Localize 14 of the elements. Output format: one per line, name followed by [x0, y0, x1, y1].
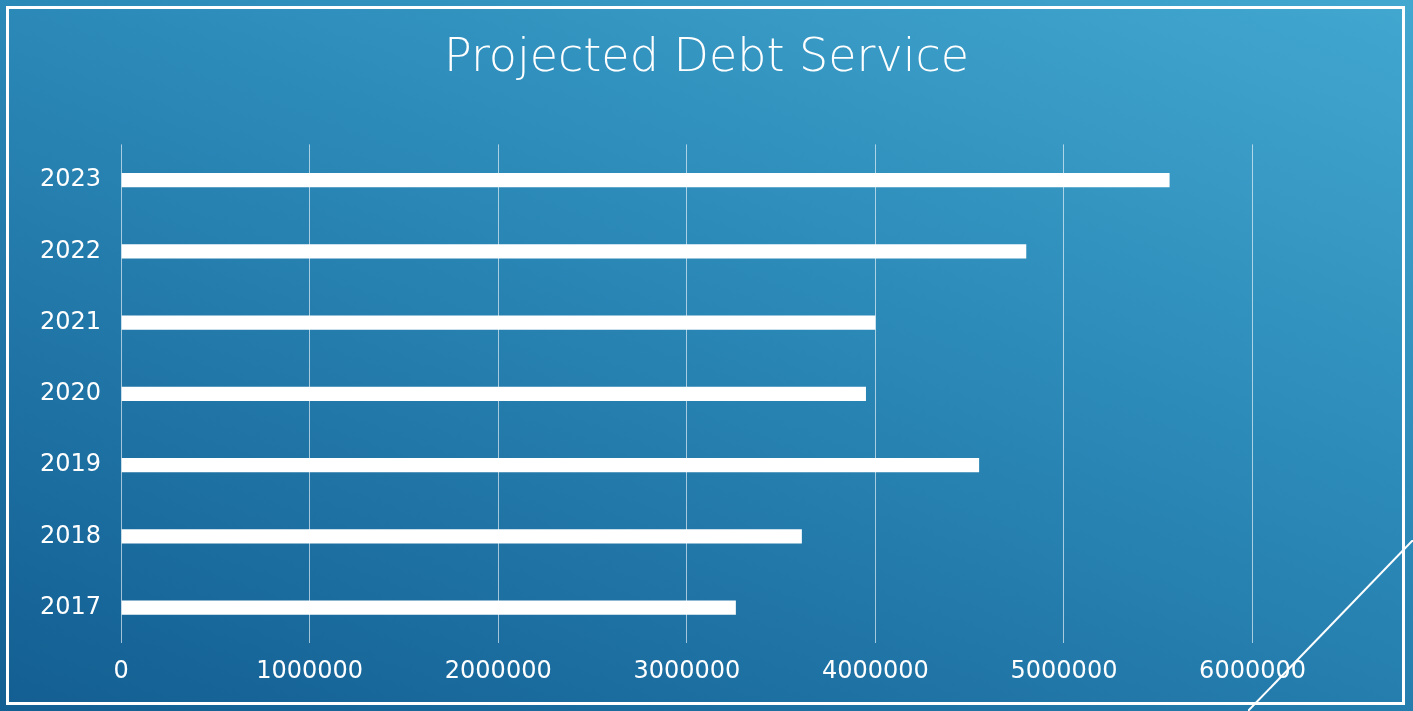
x-tick-label: 2000000: [444, 655, 552, 684]
y-tick-label: 2017: [40, 591, 102, 620]
y-tick-label: 2021: [40, 306, 102, 335]
y-tick-label: 2020: [40, 378, 102, 407]
y-tick-label: 2019: [40, 449, 102, 478]
x-tick-label: 1000000: [256, 655, 364, 684]
chart-title: Projected Debt Service: [442, 28, 971, 82]
y-tick-label: 2018: [40, 520, 102, 549]
x-tick-label: 3000000: [633, 655, 741, 684]
x-tick-label: 4000000: [821, 655, 929, 684]
y-tick-label: 2023: [40, 164, 102, 193]
x-tick-label: 0: [113, 655, 129, 684]
x-tick-label: 5000000: [1010, 655, 1118, 684]
y-tick-label: 2022: [40, 235, 102, 264]
